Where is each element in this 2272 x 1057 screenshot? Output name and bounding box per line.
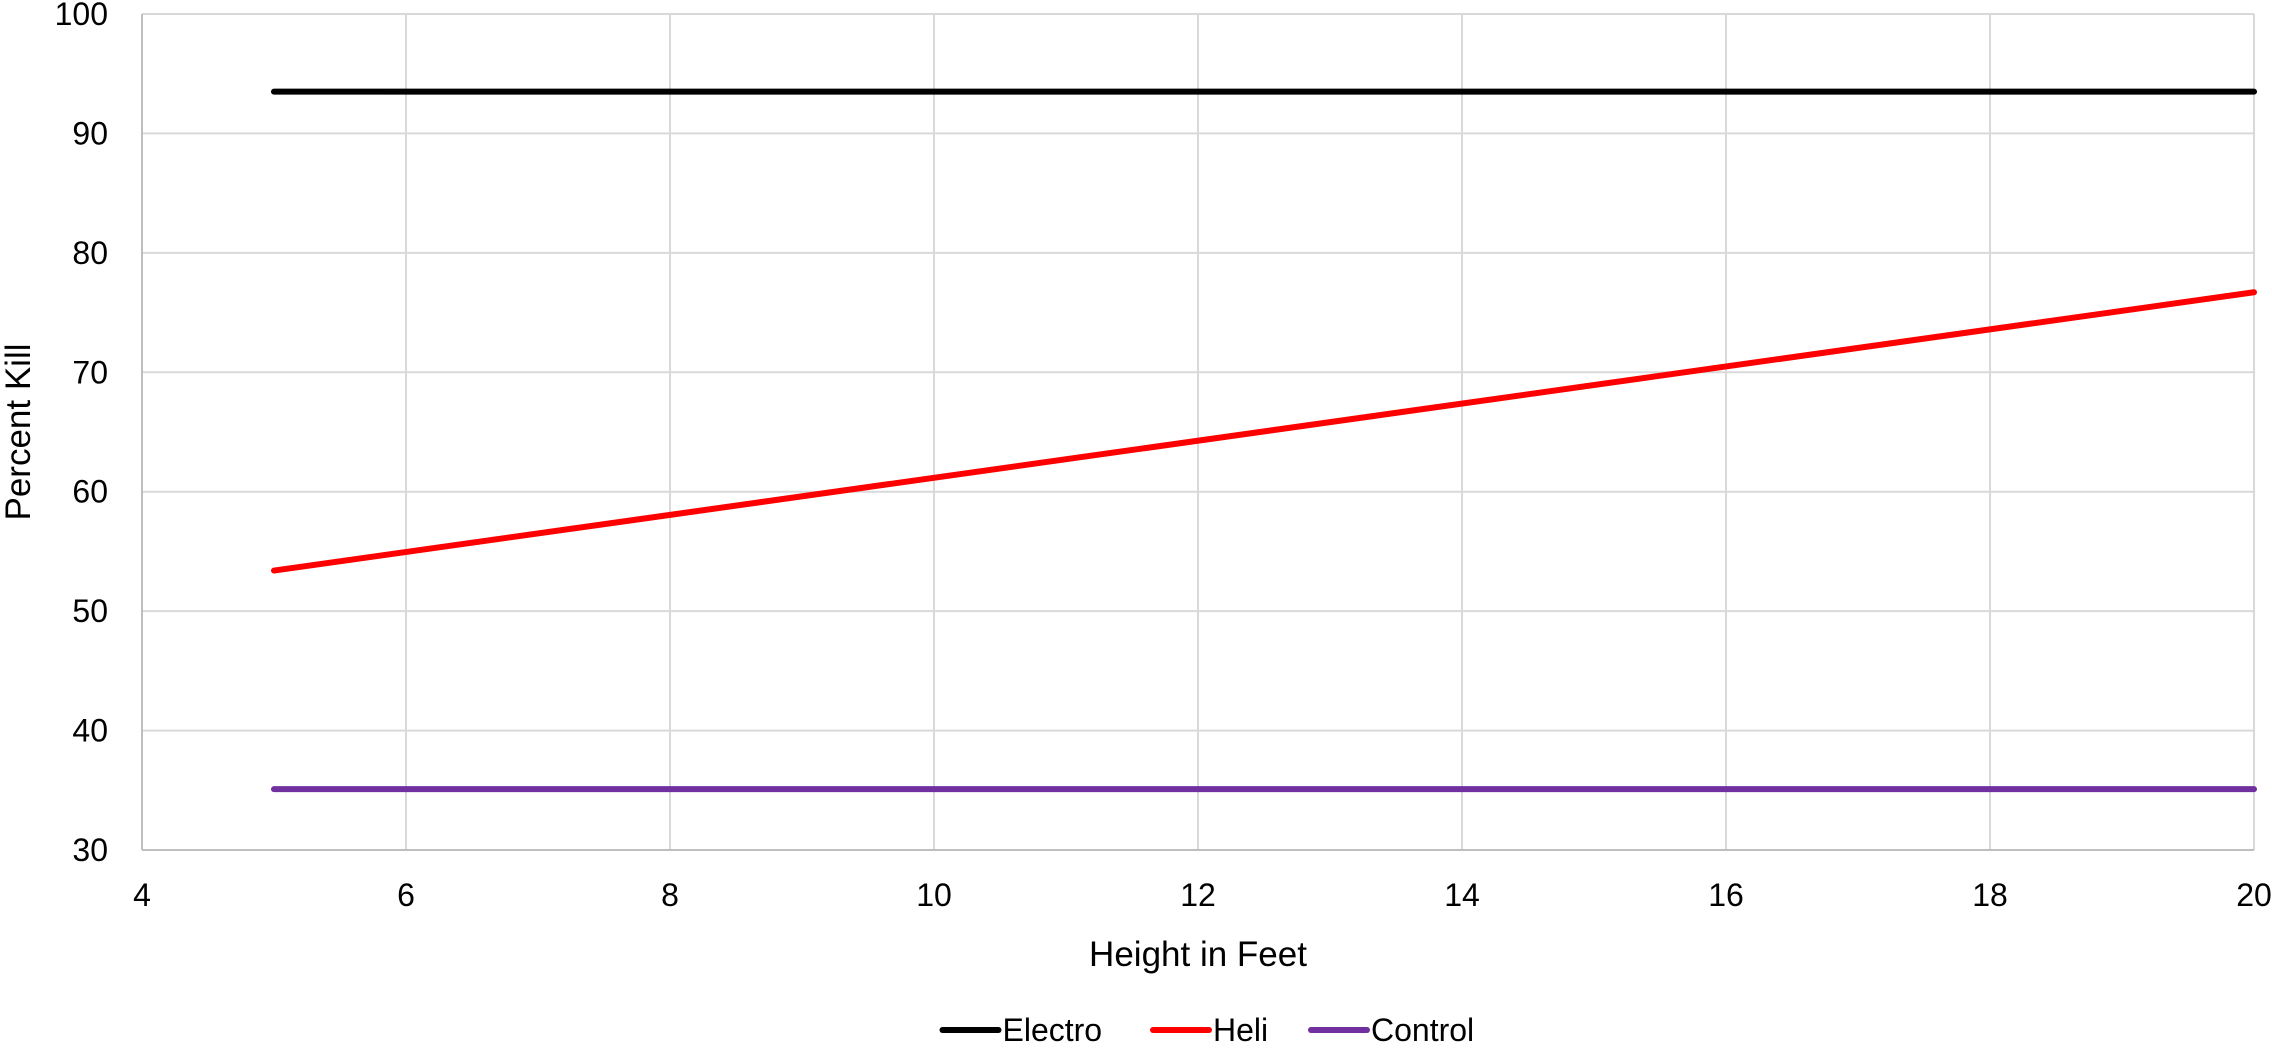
y-tick-label: 60: [72, 474, 108, 510]
x-tick-label: 8: [661, 877, 679, 913]
tick-labels: 30 40 50 60 70 80 90 100 4 6 8 10 12 14 16 18 20: [55, 0, 2272, 913]
axes: [141, 14, 2254, 851]
y-tick-label: 80: [72, 235, 108, 271]
x-tick-label: 4: [133, 877, 151, 913]
x-tick-label: 18: [1972, 877, 2008, 913]
legend-item-control: Control: [1308, 1012, 1474, 1048]
x-tick-label: 20: [2236, 877, 2272, 913]
legend: Electro Heli Control: [939, 1012, 1474, 1048]
y-tick-label: 90: [72, 115, 108, 151]
legend-label: Control: [1371, 1012, 1474, 1048]
y-tick-label: 100: [55, 0, 108, 32]
legend-item-electro: Electro: [939, 1012, 1103, 1048]
y-tick-label: 30: [72, 832, 108, 868]
y-tick-label: 40: [72, 713, 108, 749]
x-tick-label: 6: [397, 877, 415, 913]
gridlines: [142, 13, 2255, 850]
x-tick-label: 12: [1180, 877, 1216, 913]
x-axis-title: Height in Feet: [1089, 935, 1307, 974]
x-tick-label: 16: [1708, 877, 1744, 913]
y-tick-label: 50: [72, 593, 108, 629]
x-tick-label: 10: [916, 877, 952, 913]
x-tick-label: 14: [1444, 877, 1480, 913]
series-lines: [271, 88, 2257, 793]
legend-label: Electro: [1003, 1012, 1103, 1048]
legend-label: Heli: [1213, 1012, 1268, 1048]
series-line-heli: [271, 289, 2257, 574]
y-axis-title: Percent Kill: [0, 343, 38, 520]
legend-item-heli: Heli: [1150, 1012, 1268, 1048]
y-tick-label: 70: [72, 354, 108, 390]
